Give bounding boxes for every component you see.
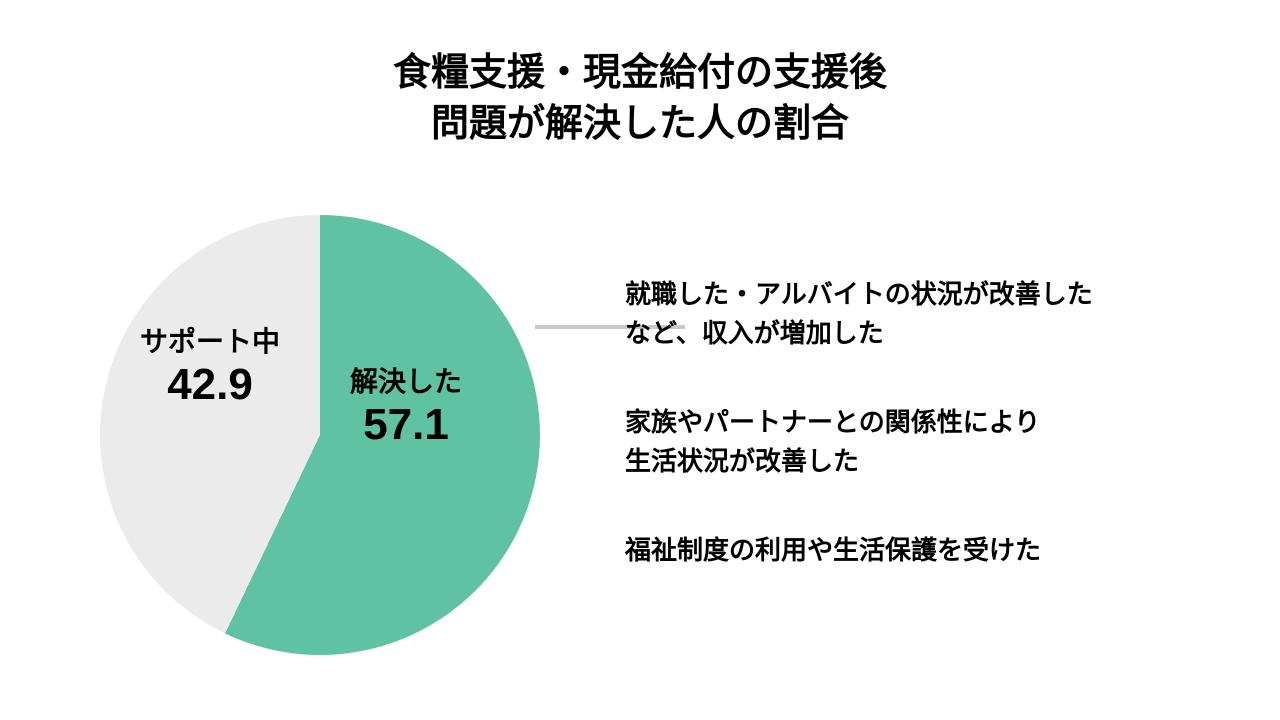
page-title: 食糧支援・現金給付の支援後 問題が解決した人の割合 (0, 48, 1280, 151)
page-title-line-2: 問題が解決した人の割合 (0, 99, 1280, 150)
bullet-line: 家族やパートナーとの関係性により (625, 403, 1185, 442)
slice-supporting-name: サポート中 (140, 320, 280, 360)
bullet-item: 就職した・アルバイトの状況が改善したなど、収入が増加した (625, 275, 1185, 353)
bullet-item: 福祉制度の利用や生活保護を受けた (625, 531, 1185, 570)
slice-resolved-name: 解決した (350, 360, 462, 400)
bullet-line: 福祉制度の利用や生活保護を受けた (625, 531, 1185, 570)
slice-supporting-value: 42.9 (140, 360, 280, 410)
bullet-item: 家族やパートナーとの関係性により生活状況が改善した (625, 403, 1185, 481)
page-root: 食糧支援・現金給付の支援後 問題が解決した人の割合 解決した 57.1 サポート… (0, 0, 1280, 720)
pie-body (100, 215, 540, 655)
slice-label-supporting: サポート中 42.9 (140, 320, 280, 410)
bullet-line: など、収入が増加した (625, 314, 1185, 353)
page-title-line-1: 食糧支援・現金給付の支援後 (0, 48, 1280, 99)
bullet-line: 生活状況が改善した (625, 442, 1185, 481)
pie-chart: 解決した 57.1 サポート中 42.9 (100, 215, 540, 655)
bullet-line: 就職した・アルバイトの状況が改善した (625, 275, 1185, 314)
bullets-list: 就職した・アルバイトの状況が改善したなど、収入が増加した家族やパートナーとの関係… (625, 275, 1185, 620)
slice-label-resolved: 解決した 57.1 (350, 360, 462, 450)
slice-resolved-value: 57.1 (350, 400, 462, 450)
